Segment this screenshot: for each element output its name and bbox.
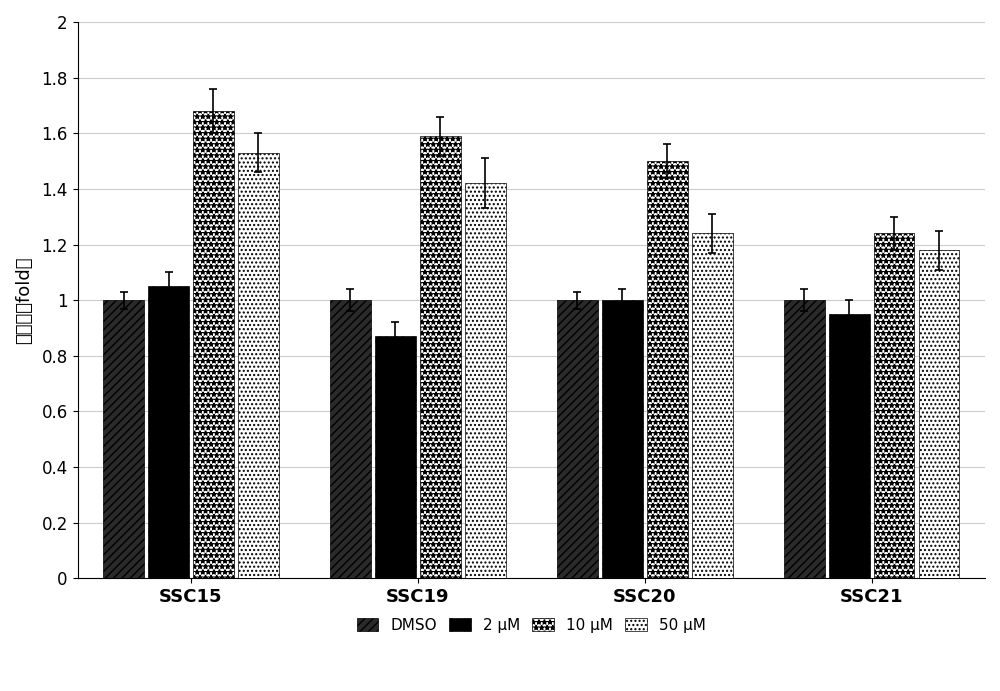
Bar [420,136,461,578]
Bar [874,234,914,578]
Y-axis label: 生存率（fold）: 生存率（fold） [15,256,33,344]
Bar [238,153,279,578]
Bar [692,234,733,578]
Bar [103,300,144,578]
Legend: DMSO, 2 μM, 10 μM, 50 μM: DMSO, 2 μM, 10 μM, 50 μM [352,613,710,638]
Bar [330,300,371,578]
Bar [375,337,416,578]
Bar [647,161,688,578]
Bar [829,314,870,578]
Bar [148,286,189,578]
Bar [602,300,643,578]
Bar [919,250,959,578]
Bar [193,111,234,578]
Bar [557,300,598,578]
Bar [465,183,506,578]
Bar [784,300,825,578]
